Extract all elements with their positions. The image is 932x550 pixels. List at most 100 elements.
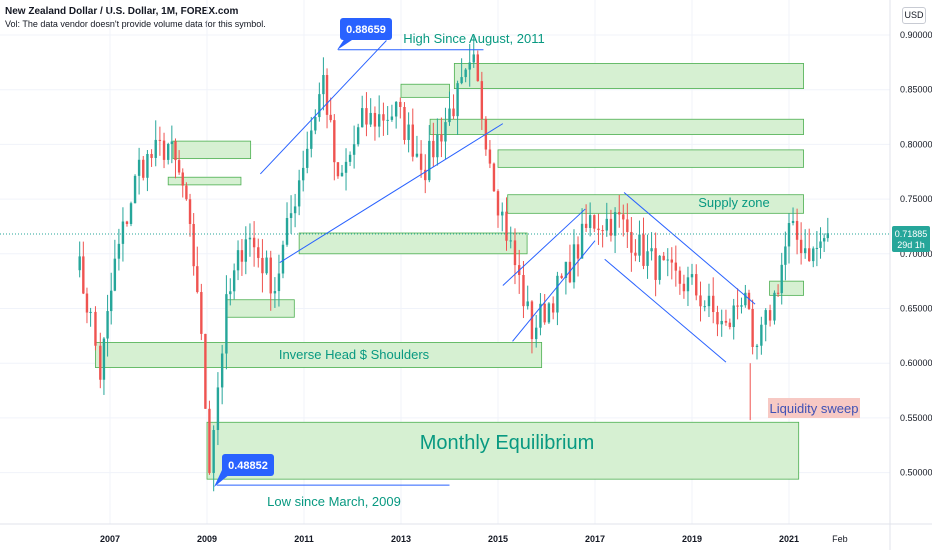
candle-body[interactable] bbox=[747, 292, 751, 309]
candle-body[interactable] bbox=[803, 248, 807, 254]
candle-body[interactable] bbox=[622, 214, 625, 220]
candle-body[interactable] bbox=[110, 290, 113, 312]
candle-body[interactable] bbox=[318, 94, 321, 118]
candle-body[interactable] bbox=[236, 250, 240, 271]
candle-body[interactable] bbox=[452, 108, 455, 117]
candle-body[interactable] bbox=[480, 81, 484, 119]
candle-body[interactable] bbox=[736, 305, 739, 307]
candle-body[interactable] bbox=[248, 237, 252, 240]
candle-body[interactable] bbox=[208, 408, 211, 474]
candle-body[interactable] bbox=[666, 259, 669, 261]
currency-button[interactable]: USD bbox=[902, 7, 926, 24]
candle-body[interactable] bbox=[728, 322, 732, 328]
candle-body[interactable] bbox=[265, 257, 268, 274]
candle-body[interactable] bbox=[724, 320, 728, 323]
candle-body[interactable] bbox=[229, 291, 232, 295]
candle-body[interactable] bbox=[344, 161, 348, 173]
candle-body[interactable] bbox=[185, 185, 188, 200]
candle-body[interactable] bbox=[699, 295, 702, 307]
candle-body[interactable] bbox=[476, 54, 479, 82]
candle-body[interactable] bbox=[436, 134, 439, 158]
candle-body[interactable] bbox=[712, 295, 715, 313]
candle-body[interactable] bbox=[551, 303, 555, 313]
candle-body[interactable] bbox=[306, 148, 309, 168]
candle-body[interactable] bbox=[522, 274, 525, 307]
candle-body[interactable] bbox=[444, 122, 447, 142]
candle-body[interactable] bbox=[356, 127, 360, 145]
candle-body[interactable] bbox=[501, 211, 504, 216]
candle-body[interactable] bbox=[662, 255, 665, 261]
candle-body[interactable] bbox=[365, 108, 368, 125]
candle-body[interactable] bbox=[240, 250, 244, 262]
candle-body[interactable] bbox=[768, 310, 772, 321]
candle-body[interactable] bbox=[819, 241, 822, 248]
candle-body[interactable] bbox=[626, 219, 629, 232]
candle-body[interactable] bbox=[162, 140, 166, 160]
candle-body[interactable] bbox=[89, 311, 92, 313]
candle-body[interactable] bbox=[415, 153, 419, 157]
candle-body[interactable] bbox=[252, 237, 256, 248]
candle-body[interactable] bbox=[799, 239, 803, 254]
candle-body[interactable] bbox=[654, 248, 657, 280]
candle-body[interactable] bbox=[456, 83, 459, 117]
candle-body[interactable] bbox=[815, 247, 819, 249]
candle-body[interactable] bbox=[419, 153, 423, 170]
candle-body[interactable] bbox=[609, 218, 613, 236]
candle-body[interactable] bbox=[336, 162, 340, 177]
candle-body[interactable] bbox=[580, 223, 584, 259]
candle-body[interactable] bbox=[424, 169, 427, 181]
candle-body[interactable] bbox=[348, 154, 352, 162]
candle-body[interactable] bbox=[216, 387, 220, 431]
candle-body[interactable] bbox=[556, 275, 559, 313]
candle-body[interactable] bbox=[102, 338, 106, 380]
time-axis[interactable]: 2007 2009 2011 2013 2015 2017 2019 2021 Feb bbox=[0, 523, 932, 544]
candle-body[interactable] bbox=[776, 292, 780, 294]
candle-body[interactable] bbox=[695, 274, 698, 296]
candle-body[interactable] bbox=[751, 308, 754, 347]
candle-body[interactable] bbox=[314, 117, 317, 131]
candle-body[interactable] bbox=[386, 119, 389, 121]
candle-body[interactable] bbox=[192, 223, 195, 267]
candle-body[interactable] bbox=[150, 153, 153, 158]
candle-body[interactable] bbox=[204, 333, 207, 409]
candle-body[interactable] bbox=[106, 311, 109, 339]
candle-body[interactable] bbox=[682, 283, 686, 292]
candle-body[interactable] bbox=[564, 261, 568, 279]
candle-body[interactable] bbox=[547, 303, 551, 323]
candle-body[interactable] bbox=[440, 134, 443, 142]
candle-body[interactable] bbox=[755, 345, 759, 347]
candle-body[interactable] bbox=[568, 261, 572, 283]
trendline[interactable] bbox=[604, 258, 727, 363]
candle-body[interactable] bbox=[472, 54, 475, 63]
candle-body[interactable] bbox=[301, 167, 305, 181]
candle-body[interactable] bbox=[605, 218, 608, 231]
candle-body[interactable] bbox=[464, 69, 467, 78]
zone-rect[interactable] bbox=[225, 299, 295, 318]
candle-body[interactable] bbox=[94, 311, 97, 346]
candle-body[interactable] bbox=[674, 262, 678, 271]
candle-body[interactable] bbox=[773, 292, 776, 321]
candle-body[interactable] bbox=[584, 223, 588, 228]
candle-body[interactable] bbox=[293, 206, 297, 214]
candle-body[interactable] bbox=[808, 248, 811, 262]
candle-body[interactable] bbox=[297, 180, 301, 207]
candle-body[interactable] bbox=[121, 221, 125, 244]
candle-body[interactable] bbox=[158, 139, 162, 141]
candle-body[interactable] bbox=[630, 231, 633, 253]
candle-body[interactable] bbox=[390, 116, 394, 120]
candle-body[interactable] bbox=[764, 310, 767, 325]
zone-rect[interactable] bbox=[167, 176, 242, 186]
candle-body[interactable] bbox=[382, 114, 385, 121]
candle-body[interactable] bbox=[646, 251, 649, 266]
zone-rect[interactable] bbox=[95, 342, 543, 368]
candle-body[interactable] bbox=[177, 160, 181, 173]
candle-body[interactable] bbox=[780, 264, 783, 294]
candle-body[interactable] bbox=[99, 345, 102, 380]
candle-body[interactable] bbox=[576, 244, 580, 259]
trendline[interactable] bbox=[623, 192, 756, 305]
candle-body[interactable] bbox=[448, 108, 451, 123]
candle-body[interactable] bbox=[686, 277, 690, 292]
candle-body[interactable] bbox=[791, 220, 795, 224]
candle-body[interactable] bbox=[678, 270, 682, 284]
trendline[interactable] bbox=[502, 208, 586, 286]
